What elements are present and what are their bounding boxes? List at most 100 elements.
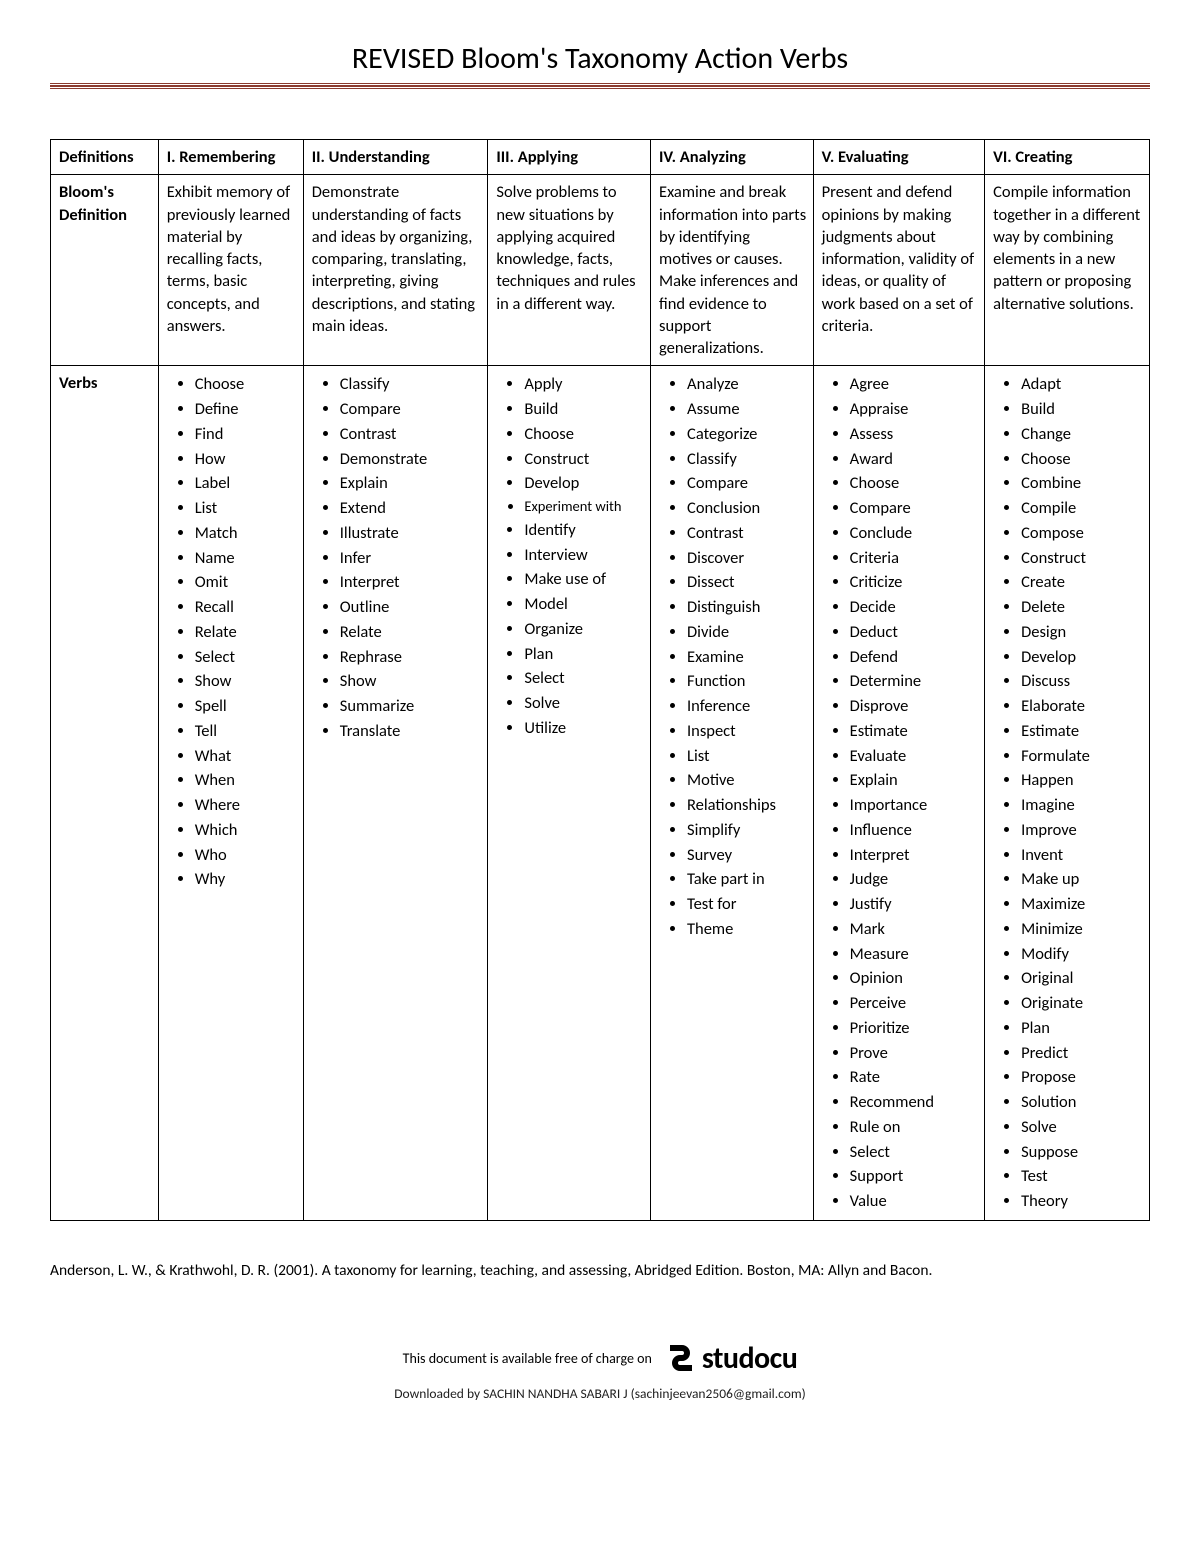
verb-item: Criteria — [850, 546, 978, 571]
verb-item: Test — [1021, 1164, 1143, 1189]
verbs-evaluating: AgreeAppraiseAssessAwardChooseCompareCon… — [813, 366, 984, 1221]
verb-item: Importance — [850, 793, 978, 818]
verb-item: Make use of — [524, 567, 644, 592]
verb-item: Extend — [340, 496, 482, 521]
verb-item: Outline — [340, 595, 482, 620]
verb-item: Determine — [850, 669, 978, 694]
verb-item: Find — [195, 422, 297, 447]
verb-item: Combine — [1021, 471, 1143, 496]
verb-item: Take part in — [687, 867, 807, 892]
title-rule — [50, 83, 1150, 89]
verb-item: Adapt — [1021, 372, 1143, 397]
verbs-understanding: ClassifyCompareContrastDemonstrateExplai… — [303, 366, 488, 1221]
verb-item: Original — [1021, 966, 1143, 991]
verb-item: Demonstrate — [340, 447, 482, 472]
verb-item: Compose — [1021, 521, 1143, 546]
verb-item: Who — [195, 843, 297, 868]
header-creating: VI. Creating — [985, 140, 1150, 175]
verb-item: Experiment with — [524, 496, 644, 518]
verb-item: Inference — [687, 694, 807, 719]
verb-item: Contrast — [340, 422, 482, 447]
verbs-analyzing: AnalyzeAssumeCategorizeClassifyCompareCo… — [651, 366, 814, 1221]
verb-item: Plan — [524, 642, 644, 667]
verb-item: Predict — [1021, 1041, 1143, 1066]
verb-item: What — [195, 744, 297, 769]
verb-item: Where — [195, 793, 297, 818]
verb-item: Build — [524, 397, 644, 422]
verb-item: Minimize — [1021, 917, 1143, 942]
verb-item: Invent — [1021, 843, 1143, 868]
verb-item: Happen — [1021, 768, 1143, 793]
verb-item: Rephrase — [340, 645, 482, 670]
verb-item: Interpret — [850, 843, 978, 868]
studocu-logo-icon — [664, 1341, 698, 1375]
definition-row: Bloom's Definition Exhibit memory of pre… — [51, 175, 1150, 366]
verb-item: Influence — [850, 818, 978, 843]
verb-item: Compare — [850, 496, 978, 521]
verb-item: Choose — [850, 471, 978, 496]
verb-item: Delete — [1021, 595, 1143, 620]
verb-item: Originate — [1021, 991, 1143, 1016]
verb-item: Value — [850, 1189, 978, 1214]
verb-item: Build — [1021, 397, 1143, 422]
verb-item: Simplify — [687, 818, 807, 843]
verb-item: Utilize — [524, 716, 644, 741]
header-definitions: Definitions — [51, 140, 159, 175]
definition-evaluating: Present and defend opinions by making ju… — [813, 175, 984, 366]
verb-item: Select — [195, 645, 297, 670]
verb-item: Criticize — [850, 570, 978, 595]
verb-item: Mark — [850, 917, 978, 942]
footer-availability-line: This document is available free of charg… — [50, 1340, 1150, 1377]
verb-item: Which — [195, 818, 297, 843]
footer-downloaded-by: Downloaded by SACHIN NANDHA SABARI J (sa… — [50, 1385, 1150, 1402]
verb-item: Prioritize — [850, 1016, 978, 1041]
verb-item: Design — [1021, 620, 1143, 645]
verb-item: Develop — [1021, 645, 1143, 670]
verb-item: Name — [195, 546, 297, 571]
studocu-logo-text: studocu — [702, 1340, 798, 1377]
verb-item: Categorize — [687, 422, 807, 447]
verb-item: Opinion — [850, 966, 978, 991]
verb-item: Recommend — [850, 1090, 978, 1115]
verb-item: Why — [195, 867, 297, 892]
verb-item: Construct — [524, 447, 644, 472]
verb-item: Maximize — [1021, 892, 1143, 917]
verbs-creating: AdaptBuildChangeChooseCombineCompileComp… — [985, 366, 1150, 1221]
verb-item: Estimate — [850, 719, 978, 744]
verbs-row: Verbs ChooseDefineFindHowLabelListMatchN… — [51, 366, 1150, 1221]
verb-item: Inspect — [687, 719, 807, 744]
verb-item: Imagine — [1021, 793, 1143, 818]
verb-item: Show — [340, 669, 482, 694]
verb-item: Organize — [524, 617, 644, 642]
verb-item: Function — [687, 669, 807, 694]
verb-item: Survey — [687, 843, 807, 868]
verb-item: How — [195, 447, 297, 472]
verb-item: Solution — [1021, 1090, 1143, 1115]
verb-item: Interpret — [340, 570, 482, 595]
verb-item: Compare — [340, 397, 482, 422]
verb-item: Estimate — [1021, 719, 1143, 744]
verb-item: Classify — [687, 447, 807, 472]
header-evaluating: V. Evaluating — [813, 140, 984, 175]
verb-item: Choose — [195, 372, 297, 397]
verb-item: Assess — [850, 422, 978, 447]
verb-item: Recall — [195, 595, 297, 620]
verbs-row-label: Verbs — [51, 366, 159, 1221]
verb-item: Classify — [340, 372, 482, 397]
verb-item: Compare — [687, 471, 807, 496]
verb-item: Support — [850, 1164, 978, 1189]
verb-item: Measure — [850, 942, 978, 967]
verb-item: Appraise — [850, 397, 978, 422]
verb-item: Tell — [195, 719, 297, 744]
verb-item: Theme — [687, 917, 807, 942]
verb-item: Conclude — [850, 521, 978, 546]
verb-item: Show — [195, 669, 297, 694]
definition-row-label: Bloom's Definition — [51, 175, 159, 366]
verb-item: Contrast — [687, 521, 807, 546]
definition-understanding: Demonstrate understanding of facts and i… — [303, 175, 488, 366]
verb-item: Examine — [687, 645, 807, 670]
verb-item: Omit — [195, 570, 297, 595]
verb-item: Label — [195, 471, 297, 496]
verb-item: Award — [850, 447, 978, 472]
verb-item: Decide — [850, 595, 978, 620]
